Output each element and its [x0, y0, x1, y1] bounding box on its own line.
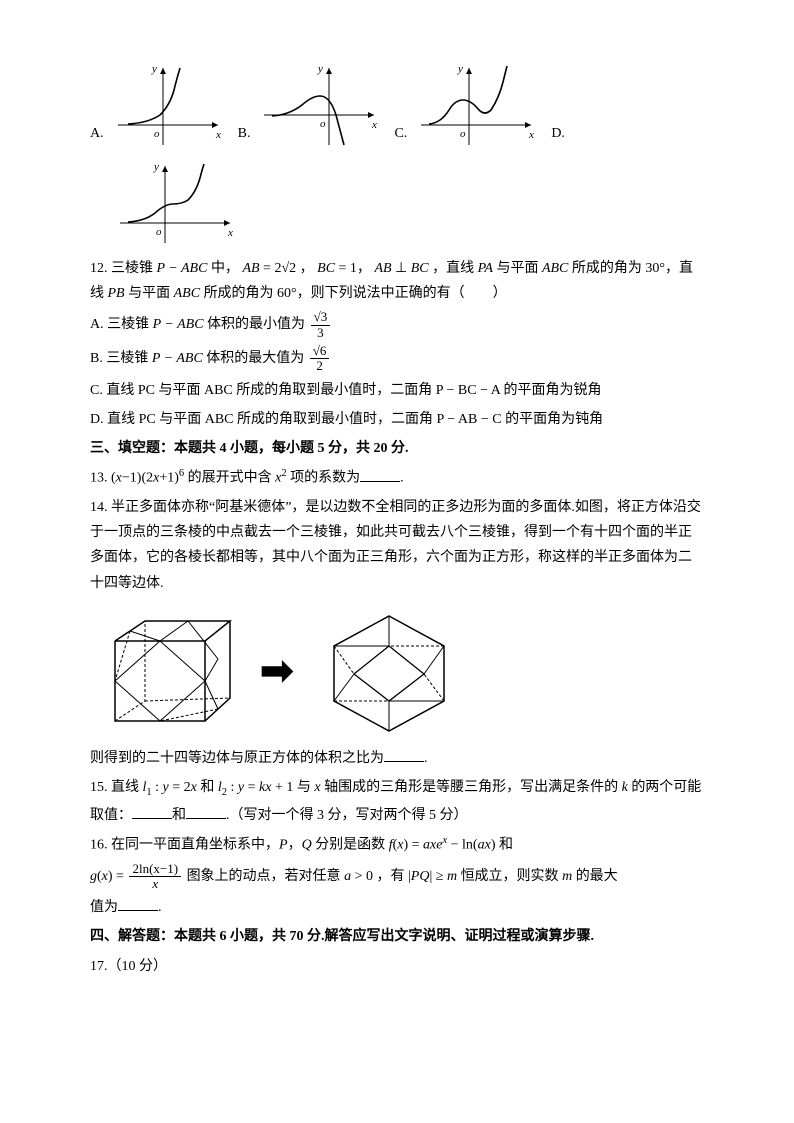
q14-p2: 则得到的二十四等边体与原正方体的体积之比为.	[90, 746, 704, 771]
q13: 13. (x−1)(2x+1)6 的展开式中含 x2 项的系数为.	[90, 465, 704, 491]
svg-text:o: o	[154, 128, 160, 140]
svg-text:x: x	[227, 227, 233, 239]
svg-text:y: y	[457, 63, 463, 75]
q16-p2: g(x) = 2ln(x−1)x 图象上的动点，若对任意 a > 0 ，有 |P…	[90, 862, 704, 892]
options-row-1: A. x y o B. x y o	[90, 60, 704, 150]
svg-text:o: o	[460, 128, 466, 140]
cube-truncated	[90, 606, 240, 736]
svg-text:y: y	[151, 63, 157, 75]
q16-g-den: x	[129, 877, 181, 891]
graph-a: x y o	[108, 60, 228, 150]
option-d-label: D.	[551, 121, 569, 150]
q14-p1: 14. 半正多面体亦称“阿基米德体”，是以边数不全相同的正多边形为面的多面体.如…	[90, 495, 704, 596]
svg-text:x: x	[215, 129, 221, 141]
q17: 17.（10 分）	[90, 954, 704, 979]
q12-stem: 12. 三棱锥 P − ABC 中， AB = 2√2 ， BC = 1， AB…	[90, 256, 704, 306]
q12-a-den: 3	[311, 326, 331, 340]
q12-b-den: 2	[310, 359, 330, 373]
svg-text:y: y	[153, 161, 159, 173]
q12-opt-c: C. 直线 PC 与平面 ABC 所成的角取到最小值时，二面角 P − BC −…	[90, 378, 704, 403]
q12-b-num: √6	[310, 344, 330, 359]
option-label-a: A.	[90, 121, 104, 150]
option-label-c: C.	[394, 121, 407, 150]
geometry-row: ➡	[90, 606, 704, 736]
graph-c: x y o	[411, 60, 541, 150]
option-b: B. x y o	[238, 60, 385, 150]
q16-g-num: 2ln(x−1)	[129, 862, 181, 877]
graph-b: x y o	[254, 60, 384, 150]
q12-a-num: √3	[311, 310, 331, 325]
svg-text:x: x	[528, 129, 534, 141]
svg-text:o: o	[320, 118, 326, 130]
option-c: C. x y o	[394, 60, 541, 150]
graph-d: x y o	[110, 158, 240, 248]
option-a: A. x y o	[90, 60, 228, 150]
q12-opt-d: D. 直线 PC 与平面 ABC 所成的角取到最小值时，二面角 P − AB −…	[90, 407, 704, 432]
options-row-2: x y o	[90, 158, 704, 248]
svg-text:x: x	[371, 119, 377, 131]
section-4-heading: 四、解答题：本题共 6 小题，共 70 分.解答应写出文字说明、证明过程或演算步…	[90, 924, 704, 949]
arrow-icon: ➡	[260, 635, 294, 707]
section-3-heading: 三、填空题：本题共 4 小题，每小题 5 分，共 20 分.	[90, 436, 704, 461]
q12-opt-b: B. 三棱锥 P − ABC 体积的最大值为 √62	[90, 344, 704, 374]
q16-p3: 值为.	[90, 895, 704, 920]
option-label-d: D.	[551, 121, 565, 150]
svg-text:y: y	[317, 63, 323, 75]
page-container: A. x y o B. x y o	[0, 0, 794, 1123]
truncated-polyhedron	[314, 606, 464, 736]
q12-opt-a: A. 三棱锥 P − ABC 体积的最小值为 √33	[90, 310, 704, 340]
option-label-b: B.	[238, 121, 251, 150]
svg-text:o: o	[156, 226, 162, 238]
q16-p1: 16. 在同一平面直角坐标系中，P，Q 分别是函数 f(x) = axex − …	[90, 832, 704, 858]
q15: 15. 直线 l1 : y = 2x 和 l2 : y = kx + 1 与 x…	[90, 775, 704, 828]
